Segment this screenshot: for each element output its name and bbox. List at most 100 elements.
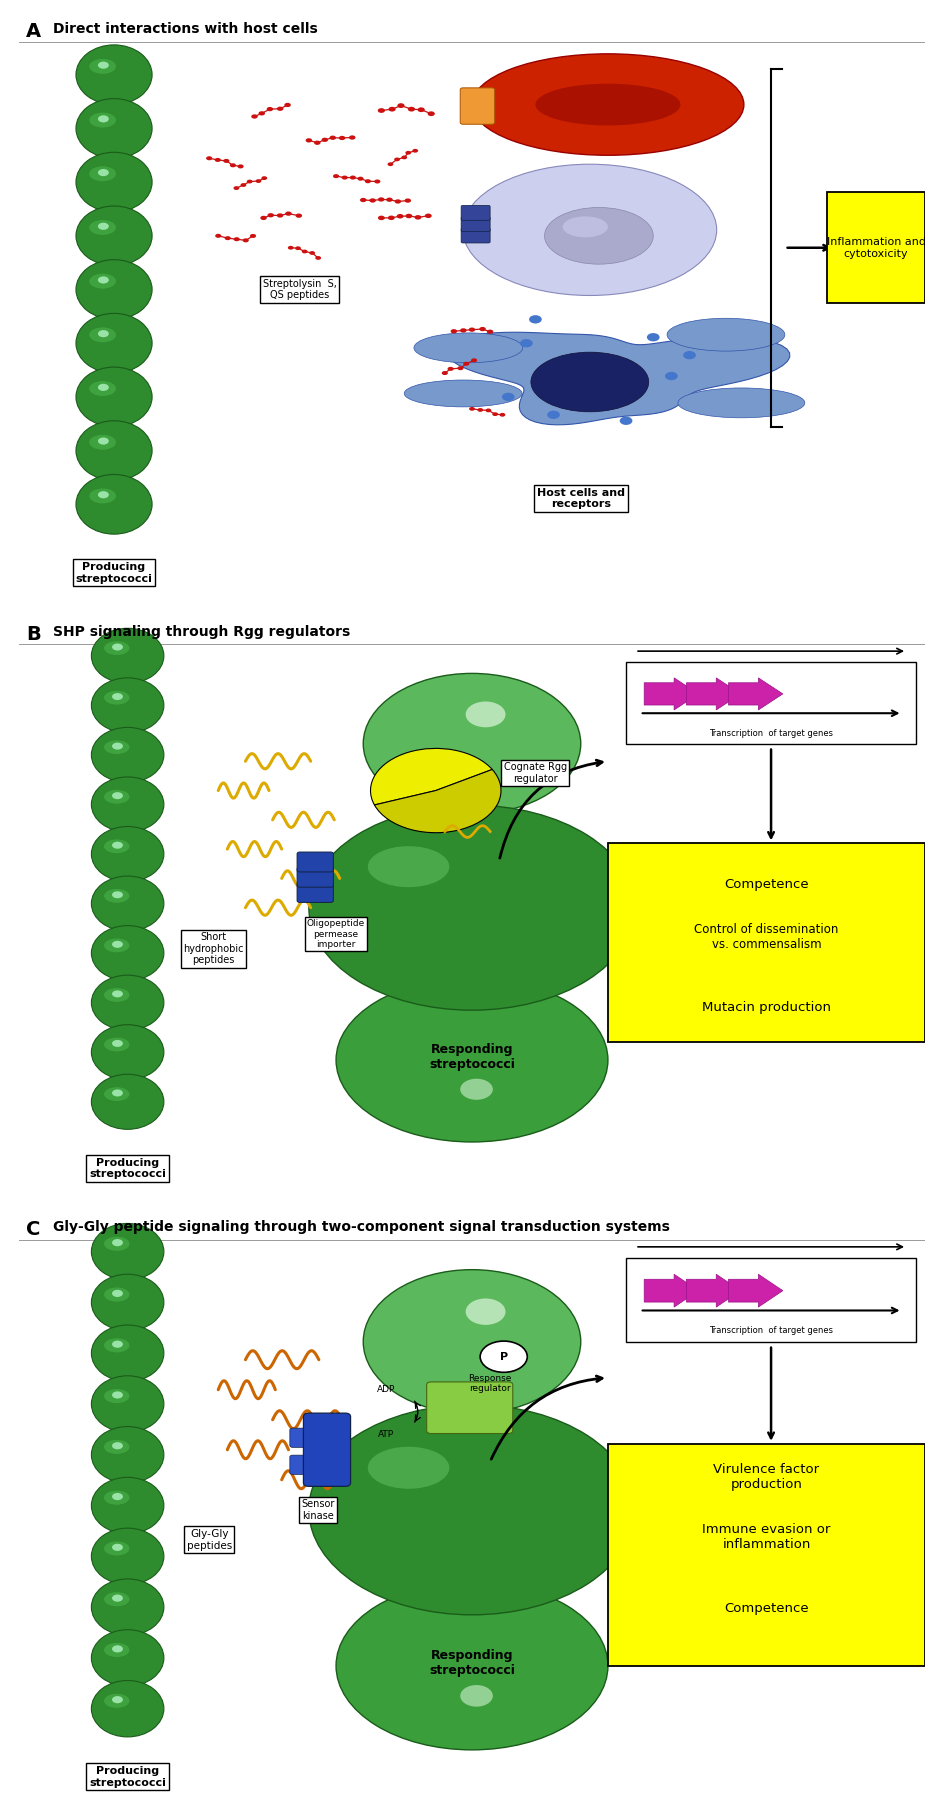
Polygon shape — [644, 678, 699, 709]
Ellipse shape — [104, 1037, 129, 1051]
FancyBboxPatch shape — [626, 662, 916, 744]
Circle shape — [238, 164, 244, 169]
Circle shape — [230, 164, 236, 167]
Ellipse shape — [104, 1441, 129, 1453]
Circle shape — [98, 276, 109, 284]
Ellipse shape — [413, 333, 523, 362]
Circle shape — [333, 175, 339, 178]
Circle shape — [469, 407, 475, 411]
Circle shape — [350, 175, 356, 180]
Text: Producing
streptococci: Producing streptococci — [76, 562, 153, 584]
Ellipse shape — [104, 939, 129, 953]
Circle shape — [388, 162, 394, 166]
Ellipse shape — [535, 84, 681, 126]
Ellipse shape — [104, 1693, 129, 1708]
Ellipse shape — [404, 380, 522, 407]
Ellipse shape — [92, 975, 164, 1030]
Circle shape — [683, 351, 696, 360]
Circle shape — [647, 333, 660, 342]
Ellipse shape — [92, 1477, 164, 1533]
Circle shape — [266, 107, 273, 111]
Text: Responding
streptococci: Responding streptococci — [430, 1042, 514, 1071]
FancyBboxPatch shape — [303, 1413, 350, 1486]
Ellipse shape — [92, 1375, 164, 1432]
Circle shape — [405, 198, 411, 202]
Text: Control of dissemination
vs. commensalism: Control of dissemination vs. commensalis… — [695, 922, 838, 951]
Circle shape — [397, 104, 405, 107]
Text: ADP: ADP — [377, 1386, 396, 1393]
Circle shape — [112, 1392, 123, 1399]
Ellipse shape — [104, 839, 129, 853]
FancyBboxPatch shape — [290, 1428, 313, 1448]
Circle shape — [619, 417, 632, 426]
Circle shape — [215, 235, 221, 238]
Text: SHP signaling through Rgg regulators: SHP signaling through Rgg regulators — [53, 626, 350, 638]
Circle shape — [288, 246, 294, 249]
FancyBboxPatch shape — [461, 206, 490, 220]
Circle shape — [98, 62, 109, 69]
Circle shape — [251, 115, 258, 118]
Circle shape — [499, 413, 505, 417]
Circle shape — [447, 367, 454, 371]
Ellipse shape — [92, 1528, 164, 1584]
Text: Competence: Competence — [724, 879, 809, 891]
Ellipse shape — [92, 1275, 164, 1332]
Circle shape — [98, 438, 109, 444]
Circle shape — [225, 236, 230, 240]
Circle shape — [112, 693, 123, 700]
Ellipse shape — [92, 1681, 164, 1737]
Ellipse shape — [104, 691, 129, 704]
Text: Responding
streptococci: Responding streptococci — [430, 1648, 514, 1677]
Circle shape — [378, 107, 385, 113]
Ellipse shape — [104, 1490, 129, 1504]
Circle shape — [98, 329, 109, 337]
Circle shape — [548, 411, 560, 418]
Ellipse shape — [104, 1288, 129, 1302]
Circle shape — [386, 198, 393, 202]
Circle shape — [261, 176, 267, 180]
Circle shape — [112, 990, 123, 997]
FancyBboxPatch shape — [297, 868, 333, 888]
Circle shape — [112, 742, 123, 749]
FancyBboxPatch shape — [827, 193, 925, 304]
Text: Direct interactions with host cells: Direct interactions with host cells — [53, 22, 318, 36]
Ellipse shape — [92, 1630, 164, 1686]
Circle shape — [277, 107, 283, 111]
Ellipse shape — [92, 1224, 164, 1281]
Polygon shape — [729, 678, 783, 709]
Circle shape — [396, 215, 404, 218]
Text: P: P — [499, 1352, 508, 1362]
Circle shape — [414, 215, 421, 220]
Ellipse shape — [104, 1088, 129, 1100]
Circle shape — [112, 842, 123, 849]
Ellipse shape — [667, 318, 784, 351]
Circle shape — [259, 111, 265, 115]
Polygon shape — [686, 678, 741, 709]
Circle shape — [408, 107, 415, 111]
Ellipse shape — [104, 889, 129, 902]
Text: Mutacin production: Mutacin production — [702, 1000, 831, 1013]
Ellipse shape — [104, 740, 129, 755]
Circle shape — [310, 251, 315, 255]
Ellipse shape — [92, 728, 164, 782]
Circle shape — [465, 702, 506, 728]
Text: Inflammation and
cytotoxicity: Inflammation and cytotoxicity — [827, 236, 926, 258]
Ellipse shape — [92, 1324, 164, 1381]
Ellipse shape — [76, 45, 152, 104]
Ellipse shape — [90, 489, 116, 504]
Text: C: C — [26, 1221, 41, 1239]
Ellipse shape — [104, 1643, 129, 1657]
FancyBboxPatch shape — [461, 87, 495, 124]
Text: Response
regulator: Response regulator — [468, 1373, 512, 1393]
Circle shape — [267, 213, 274, 218]
Circle shape — [302, 249, 308, 253]
Circle shape — [329, 136, 336, 140]
Circle shape — [98, 384, 109, 391]
Circle shape — [478, 407, 483, 411]
Text: Virulence factor
production: Virulence factor production — [714, 1462, 819, 1492]
Circle shape — [246, 180, 253, 184]
Circle shape — [460, 327, 466, 333]
Wedge shape — [375, 769, 501, 833]
Ellipse shape — [90, 327, 116, 342]
Ellipse shape — [90, 166, 116, 182]
